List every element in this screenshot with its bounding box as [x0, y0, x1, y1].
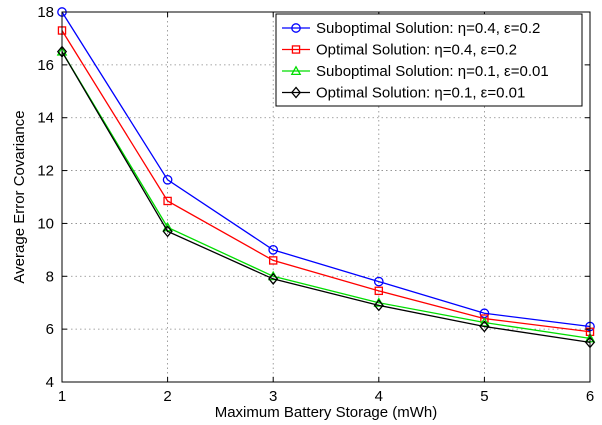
y-tick-label: 4: [46, 374, 54, 391]
x-axis-label: Maximum Battery Storage (mWh): [215, 404, 438, 421]
x-tick-label: 6: [586, 388, 594, 405]
y-tick-label: 10: [37, 215, 54, 232]
legend-label: Optimal Solution: η=0.4, ε=0.2: [316, 42, 517, 59]
legend-item: Optimal Solution: η=0.4, ε=0.2: [282, 42, 517, 59]
data-point-square: [268, 256, 278, 265]
data-point-square: [163, 196, 172, 206]
legend-marker-circle: [291, 23, 301, 33]
legend-item: Suboptimal Solution: η=0.1, ε=0.01: [282, 63, 549, 80]
y-axis-label: Average Error Covariance: [11, 110, 28, 283]
legend-marker-diamond: [290, 86, 302, 99]
x-tick-label: 4: [375, 388, 383, 405]
data-point-diamond: [479, 320, 490, 333]
data-point-diamond: [162, 225, 173, 238]
data-point-diamond: [373, 299, 384, 312]
legend: Suboptimal Solution: η=0.4, ε=0.2 Optimal…: [275, 13, 583, 107]
legend-item: Optimal Solution: η=0.1, ε=0.01: [282, 85, 525, 102]
x-tick-label: 5: [480, 388, 488, 405]
data-point-circle: [373, 276, 384, 287]
legend-label: Suboptimal Solution: η=0.1, ε=0.01: [316, 63, 549, 80]
y-tick-label: 6: [46, 321, 54, 338]
y-tick-label: 18: [37, 4, 54, 21]
y-tick-label: 12: [37, 163, 54, 180]
data-point-diamond: [268, 272, 279, 285]
x-tick-label: 3: [269, 388, 277, 405]
data-point-square: [374, 286, 384, 296]
legend-label: Optimal Solution: η=0.1, ε=0.01: [316, 85, 525, 102]
legend-marker-triangle: [290, 65, 302, 76]
series-line: [61, 51, 591, 340]
data-point-circle: [162, 174, 173, 185]
series-layer: [56, 7, 596, 349]
legend-box: [275, 13, 583, 107]
series-line: [61, 30, 591, 333]
legend-marker-square: [291, 45, 301, 54]
legend-item: Suboptimal Solution: η=0.4, ε=0.2: [282, 20, 540, 37]
plot-area-frame: [61, 11, 591, 383]
y-tick-label: 16: [37, 57, 54, 74]
legend-label: Suboptimal Solution: η=0.4, ε=0.2: [316, 20, 540, 37]
x-tick-label: 2: [163, 388, 171, 405]
series-line: [61, 11, 591, 328]
x-tick-label: 1: [58, 388, 66, 405]
y-tick-label: 14: [37, 110, 54, 127]
series-line: [61, 51, 591, 343]
series-diamond: [56, 45, 596, 349]
y-tick-label: 8: [46, 268, 54, 285]
data-point-circle: [268, 245, 279, 255]
